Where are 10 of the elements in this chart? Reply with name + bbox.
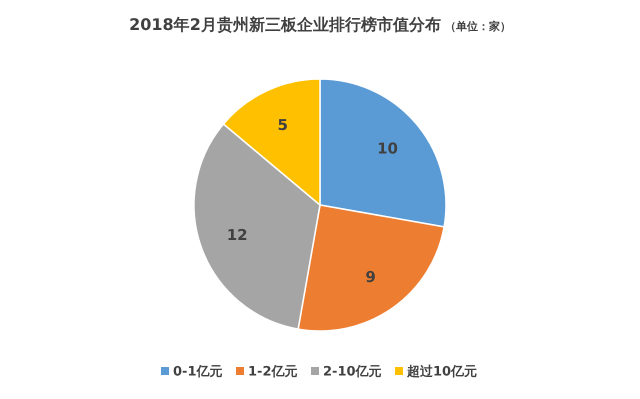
data-label: 9 <box>365 268 376 286</box>
chart-title: 2018年2月贵州新三板企业排行榜市值分布 <box>129 15 441 34</box>
legend-label: 2-10亿元 <box>323 364 382 380</box>
data-label: 12 <box>226 226 248 244</box>
legend-label: 超过10亿元 <box>406 364 478 380</box>
legend-label: 1-2亿元 <box>248 364 298 380</box>
legend-label: 0-1亿元 <box>173 364 222 380</box>
chart-subtitle: （单位：家） <box>444 20 511 33</box>
data-label: 10 <box>377 139 398 158</box>
data-label: 5 <box>278 116 288 134</box>
